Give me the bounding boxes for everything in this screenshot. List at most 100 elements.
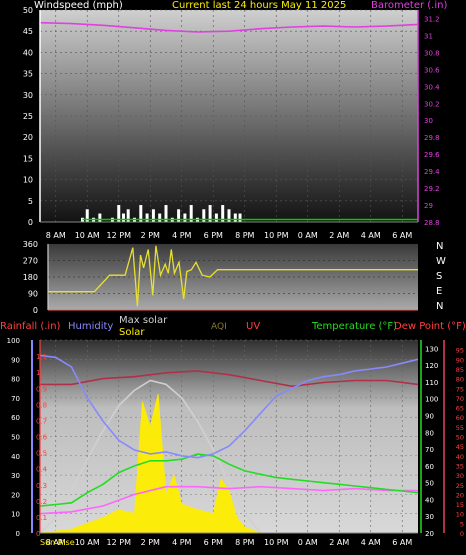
windspeed-y-tick-label: 25 — [23, 112, 33, 121]
rainfall-y-tick-label: 1.1 — [36, 353, 47, 361]
windspeed-bar — [158, 213, 162, 222]
windspeed-x-tick-label: 12 PM — [107, 231, 132, 240]
humidity-y-tick-label: 60 — [11, 414, 20, 422]
humidity-y-tick-label: 40 — [11, 453, 20, 461]
legend-temperature: Temperature (°F) — [312, 321, 398, 332]
windspeed-y-tick-label: 15 — [23, 154, 33, 163]
windspeed-x-tick-label: 4 AM — [361, 231, 381, 240]
barometer-y-tick-label: 31 — [424, 32, 433, 40]
windspeed-bar — [164, 205, 168, 222]
solar-area — [39, 393, 261, 534]
direction-label-n-bottom: N — [436, 301, 444, 312]
data-series — [39, 21, 419, 534]
windspeed-bar — [189, 205, 193, 222]
humidity-y-tick-label: 100 — [7, 337, 20, 345]
windspeed-bar — [98, 213, 102, 222]
multi-x-tick-label: 6 PM — [204, 538, 223, 547]
legend-aqi: AQI — [211, 322, 227, 332]
legend-max-solar: Max solar — [119, 315, 168, 326]
rainfall-y-tick-label: 0.6 — [36, 434, 48, 442]
direction-y-tick-label: 180 — [23, 273, 38, 282]
axes — [31, 10, 445, 534]
barometer-y-tick-label: 29.4 — [424, 168, 440, 176]
dewpoint-y-tick-label: 50 — [456, 434, 464, 442]
rainfall-y-tick-label: 0.3 — [36, 482, 47, 490]
multi-x-tick-label: 6 AM — [392, 538, 412, 547]
direction-y-tick-label: 90 — [28, 290, 38, 299]
dewpoint-y-tick-label: 70 — [456, 395, 464, 403]
multi-x-tick-label: 2 AM — [329, 538, 349, 547]
barometer-header: Barometer (.in) — [371, 0, 448, 11]
multi-x-tick-label: 12 PM — [107, 538, 132, 547]
rainfall-y-tick-label: 0.5 — [36, 450, 47, 458]
legend-dewpoint: Dew Point (°F) — [394, 321, 466, 332]
barometer-y-tick-label: 31.2 — [424, 15, 440, 23]
multi-x-tick-label: 4 AM — [361, 538, 381, 547]
legend-humidity: Humidity — [68, 321, 114, 332]
rainfall-y-tick-label: 1 — [36, 369, 40, 377]
max-solar-line — [39, 379, 262, 534]
temperature-y-tick-label: 120 — [425, 362, 438, 370]
barometer-y-tick-label: 29.2 — [424, 185, 440, 193]
windspeed-y-tick-label: 20 — [23, 133, 33, 142]
dewpoint-y-tick-label: 85 — [456, 366, 464, 374]
direction-label-w: W — [436, 256, 446, 267]
windspeed-bar — [221, 205, 225, 222]
windspeed-y-tick-label: 50 — [23, 6, 33, 15]
windspeed-bar — [202, 209, 206, 222]
barometer-y-tick-label: 30 — [424, 117, 433, 125]
windspeed-bar — [208, 205, 212, 222]
humidity-y-tick-label: 70 — [11, 395, 20, 403]
dewpoint-y-tick-label: 5 — [460, 520, 464, 528]
direction-y-tick-label: 0 — [33, 306, 38, 315]
barometer-y-tick-label: 29 — [424, 202, 433, 210]
windspeed-x-tick-label: 10 PM — [264, 231, 289, 240]
windspeed-y-tick-label: 35 — [23, 70, 33, 79]
humidity-y-tick-label: 0 — [16, 530, 20, 538]
windspeed-bar — [126, 209, 130, 222]
chart-title: Current last 24 hours May 11 2025 — [172, 0, 347, 11]
windspeed-bar — [177, 209, 181, 222]
multi-x-tick-label: 2 PM — [141, 538, 160, 547]
humidity-y-tick-label: 80 — [11, 376, 20, 384]
windspeed-x-tick-label: 2 AM — [329, 231, 349, 240]
windspeed-bar — [227, 209, 231, 222]
dewpoint-y-tick-label: 95 — [456, 347, 464, 355]
windspeed-bar — [145, 213, 149, 222]
temperature-y-tick-label: 90 — [425, 413, 434, 421]
windspeed-x-tick-label: 8 PM — [235, 231, 254, 240]
barometer-y-tick-label: 29.8 — [424, 134, 440, 142]
windspeed-bar — [139, 205, 143, 222]
temperature-y-tick-label: 60 — [425, 463, 434, 471]
sunrise-label: Sun Rise — [40, 538, 75, 547]
direction-label-e: E — [436, 286, 443, 297]
rainfall-y-tick-label: 0.7 — [36, 417, 47, 425]
windspeed-bar — [121, 213, 125, 222]
dewpoint-y-tick-label: 20 — [456, 491, 464, 499]
multi-x-tick-label: 8 AM — [46, 538, 66, 547]
barometer-line — [39, 21, 419, 33]
windspeed-y-tick-label: 10 — [23, 176, 33, 185]
barometer-y-tick-label: 28.8 — [424, 219, 440, 227]
windspeed-y-tick-label: 40 — [23, 48, 33, 57]
dew-point-line — [40, 370, 419, 388]
windspeed-bar — [183, 213, 187, 222]
direction-label-s: S — [436, 271, 443, 282]
direction-y-tick-label: 270 — [23, 257, 38, 266]
humidity-y-tick-label: 10 — [11, 511, 20, 519]
windspeed-x-tick-label: 2 PM — [141, 231, 160, 240]
dewpoint-y-tick-label: 15 — [456, 501, 464, 509]
windspeed-y-tick-label: 0 — [28, 218, 33, 227]
windspeed-bar — [85, 209, 89, 222]
dewpoint-y-tick-label: 0 — [460, 530, 464, 538]
temperature-y-tick-label: 80 — [425, 429, 434, 437]
windspeed-x-tick-label: 10 AM — [75, 231, 100, 240]
dewpoint-y-tick-label: 40 — [456, 453, 464, 461]
dewpoint-y-tick-label: 45 — [456, 443, 464, 451]
windspeed-bar — [117, 205, 121, 222]
windspeed-y-tick-label: 45 — [23, 27, 33, 36]
dewpoint-y-tick-label: 30 — [456, 472, 464, 480]
multi-x-tick-label: 0 AM — [298, 538, 318, 547]
legend-uv: UV — [246, 321, 261, 332]
